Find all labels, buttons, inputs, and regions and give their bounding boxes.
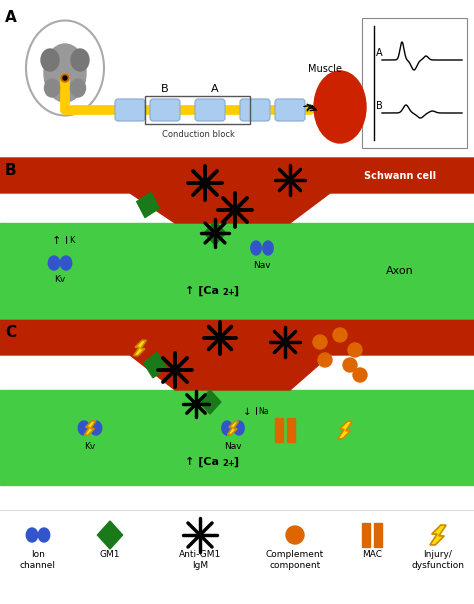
Text: Kv: Kv	[84, 442, 96, 451]
Text: A: A	[5, 10, 17, 25]
Ellipse shape	[222, 421, 232, 435]
Polygon shape	[228, 422, 238, 435]
Ellipse shape	[251, 241, 261, 255]
Text: ↑ [Ca: ↑ [Ca	[185, 457, 219, 467]
Text: Kv: Kv	[55, 275, 65, 284]
Text: Anti-GM1
IgM: Anti-GM1 IgM	[179, 550, 221, 570]
Bar	[275, 418, 283, 442]
Ellipse shape	[78, 421, 90, 435]
Circle shape	[286, 526, 304, 544]
Text: ↓ I: ↓ I	[243, 407, 258, 417]
Text: Axon: Axon	[386, 266, 414, 276]
Bar	[0, 510, 474, 604]
Ellipse shape	[26, 528, 38, 542]
Text: Na: Na	[258, 407, 268, 416]
Ellipse shape	[263, 241, 273, 255]
Bar	[0, 223, 474, 318]
Polygon shape	[0, 320, 474, 390]
Text: Nav: Nav	[253, 261, 271, 270]
Ellipse shape	[38, 528, 50, 542]
Polygon shape	[137, 193, 159, 217]
Ellipse shape	[41, 49, 59, 71]
Circle shape	[348, 343, 362, 357]
Text: B: B	[376, 101, 383, 111]
Circle shape	[318, 353, 332, 367]
Ellipse shape	[26, 21, 104, 115]
Circle shape	[353, 368, 367, 382]
Ellipse shape	[48, 256, 60, 270]
FancyBboxPatch shape	[150, 99, 180, 121]
Ellipse shape	[71, 49, 89, 71]
Ellipse shape	[314, 71, 366, 143]
Text: 2+: 2+	[222, 288, 235, 297]
Polygon shape	[84, 421, 96, 435]
Circle shape	[343, 358, 357, 372]
Text: K: K	[69, 236, 74, 245]
Bar	[0, 320, 474, 390]
Bar	[0, 390, 474, 485]
Circle shape	[313, 335, 327, 349]
Polygon shape	[430, 525, 446, 545]
Text: ↑ [Ca: ↑ [Ca	[185, 286, 219, 296]
Ellipse shape	[234, 421, 244, 435]
FancyBboxPatch shape	[115, 99, 145, 121]
Polygon shape	[134, 340, 146, 356]
Bar	[374, 523, 382, 547]
Text: 2+: 2+	[222, 459, 235, 468]
Circle shape	[61, 74, 69, 82]
Text: Injury/
dysfunction: Injury/ dysfunction	[411, 550, 465, 570]
Text: Conduction block: Conduction block	[162, 130, 235, 139]
Ellipse shape	[90, 421, 102, 435]
Ellipse shape	[71, 79, 85, 97]
Text: ]: ]	[233, 457, 238, 467]
FancyBboxPatch shape	[240, 99, 270, 121]
Text: A: A	[211, 84, 219, 94]
Ellipse shape	[45, 79, 60, 97]
Bar	[362, 18, 467, 148]
Ellipse shape	[60, 256, 72, 270]
Bar	[362, 523, 370, 547]
Text: B: B	[161, 84, 169, 94]
Text: Muscle: Muscle	[308, 64, 342, 74]
Polygon shape	[338, 421, 352, 439]
Bar	[145, 96, 250, 124]
Polygon shape	[144, 352, 166, 378]
Text: B: B	[5, 163, 17, 178]
Polygon shape	[199, 390, 221, 414]
Text: Complement
component: Complement component	[266, 550, 324, 570]
Text: C: C	[5, 325, 16, 340]
Text: A: A	[376, 48, 383, 58]
Text: GM1: GM1	[100, 550, 120, 559]
Circle shape	[333, 328, 347, 342]
Text: MAC: MAC	[362, 550, 382, 559]
Polygon shape	[0, 158, 474, 223]
Polygon shape	[97, 521, 123, 549]
FancyBboxPatch shape	[195, 99, 225, 121]
Text: Ion
channel: Ion channel	[20, 550, 56, 570]
Polygon shape	[204, 221, 226, 245]
Ellipse shape	[44, 44, 86, 102]
Bar	[287, 418, 295, 442]
Text: Schwann cell: Schwann cell	[364, 171, 436, 181]
Text: Nav: Nav	[224, 442, 242, 451]
Circle shape	[63, 76, 67, 80]
Text: ↑ I: ↑ I	[52, 236, 68, 246]
FancyBboxPatch shape	[275, 99, 305, 121]
Text: ]: ]	[233, 286, 238, 296]
